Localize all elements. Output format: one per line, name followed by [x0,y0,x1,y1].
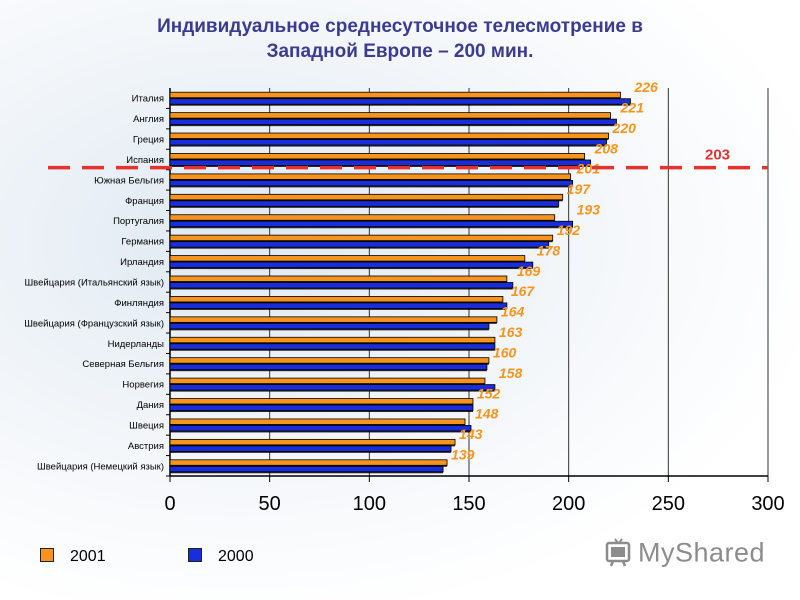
chart-title: Индивидуальное среднесуточное телесмотре… [60,14,740,64]
bar-2000 [169,179,574,187]
bar-2001 [169,132,609,139]
category-label: Южная Бельгия [94,175,164,186]
data-label: 221 [620,99,645,115]
tv-icon [605,538,631,567]
bar-2001 [169,398,474,405]
data-label: 143 [459,426,483,442]
legend-swatch-2000 [188,548,202,563]
category-label: Австрия [128,441,164,452]
data-label: 220 [612,120,637,136]
bar-2000 [169,302,508,309]
category-label: Норвегия [122,380,164,391]
bar-2001 [169,296,504,303]
data-label: 169 [517,263,541,279]
legend-label-2001: 2001 [70,548,106,565]
data-label: 178 [537,242,561,258]
reference-line-label: 203 [705,147,730,164]
category-label: Нидерланды [108,339,165,350]
data-label: 226 [633,79,658,95]
bar-2000 [169,98,631,105]
data-label: 160 [493,344,517,360]
data-label: 164 [501,304,525,320]
data-label: 152 [477,385,501,401]
bar-2001 [169,438,456,446]
x-tick-label-200: 200 [552,493,585,515]
title-line-1: Индивидуальное среднесуточное телесмотре… [157,16,643,37]
bar-2001 [169,153,586,160]
bar-2000 [169,465,444,473]
data-label: 208 [594,140,619,156]
category-label: Франция [125,196,164,207]
legend-swatch-2001 [40,548,54,563]
category-label: Швейцария (Немецкий язык) [37,461,164,472]
category-label: Северная Бельгия [82,359,164,370]
bar-2000 [169,139,607,146]
data-label: 167 [511,283,536,299]
bar-2001 [169,234,554,242]
data-label: 163 [499,324,523,340]
category-label: Англия [133,114,164,125]
x-tick-label-250: 250 [652,493,685,515]
data-label: 148 [475,406,499,422]
category-label: Швейцария (Итальянский язык) [24,278,164,289]
bar-2000 [169,425,472,432]
bar-2000 [169,220,574,228]
category-label: Швеция [129,420,164,431]
category-label: Ирландия [120,257,164,268]
bar-2000 [169,343,496,350]
bar-2001 [169,418,466,425]
legend-label-2000: 2000 [218,548,254,565]
category-label: Дания [137,400,164,411]
bar-2000 [169,241,550,248]
bar-2000 [169,322,490,330]
x-tick-label-50: 50 [259,493,281,515]
bar-2001 [169,336,496,344]
x-tick-label-150: 150 [452,493,485,515]
bar-2000 [169,261,534,268]
bar-2001 [169,275,508,282]
category-label: Испания [126,155,164,166]
bar-2001 [169,173,572,180]
logo-text: MyShared [638,537,766,568]
bar-2000 [169,445,452,452]
bar-2001 [169,377,486,385]
category-label: Италия [132,94,164,105]
category-label: Германия [121,237,164,248]
category-label: Швейцария (Французский язык) [24,318,164,329]
bar-2001 [169,459,448,466]
category-label: Греция [133,135,164,146]
bar-2001 [169,357,490,364]
bar-2000 [169,404,474,411]
bar-2000 [169,118,617,126]
category-label: Финляндия [114,298,164,309]
data-label: 158 [499,365,523,381]
bar-2000 [169,200,560,207]
bar-2000 [169,159,591,166]
bar-2000 [169,282,514,289]
data-label: 193 [577,202,601,218]
bar-2000 [169,363,488,371]
bar-2001 [169,316,498,323]
x-tick-label-300: 300 [751,493,784,515]
data-label: 192 [557,222,581,238]
logo: MyShared [604,536,765,576]
bar-2001 [169,112,611,119]
x-tick-label-100: 100 [353,493,386,515]
legend-item-2001: 2001 [40,548,106,566]
bar-2001 [169,255,526,262]
bar-2001 [169,193,564,201]
x-tick-label-0: 0 [164,493,175,515]
legend-item-2000: 2000 [188,548,254,566]
bar-2001 [169,91,621,99]
bar-2001 [169,214,556,221]
category-label: Португалия [113,216,164,227]
title-line-2: Западной Европе – 200 мин. [266,41,534,62]
data-label: 139 [451,447,475,463]
data-label: 197 [567,181,592,197]
bar-2000 [169,384,496,391]
data-label: 201 [576,161,601,177]
